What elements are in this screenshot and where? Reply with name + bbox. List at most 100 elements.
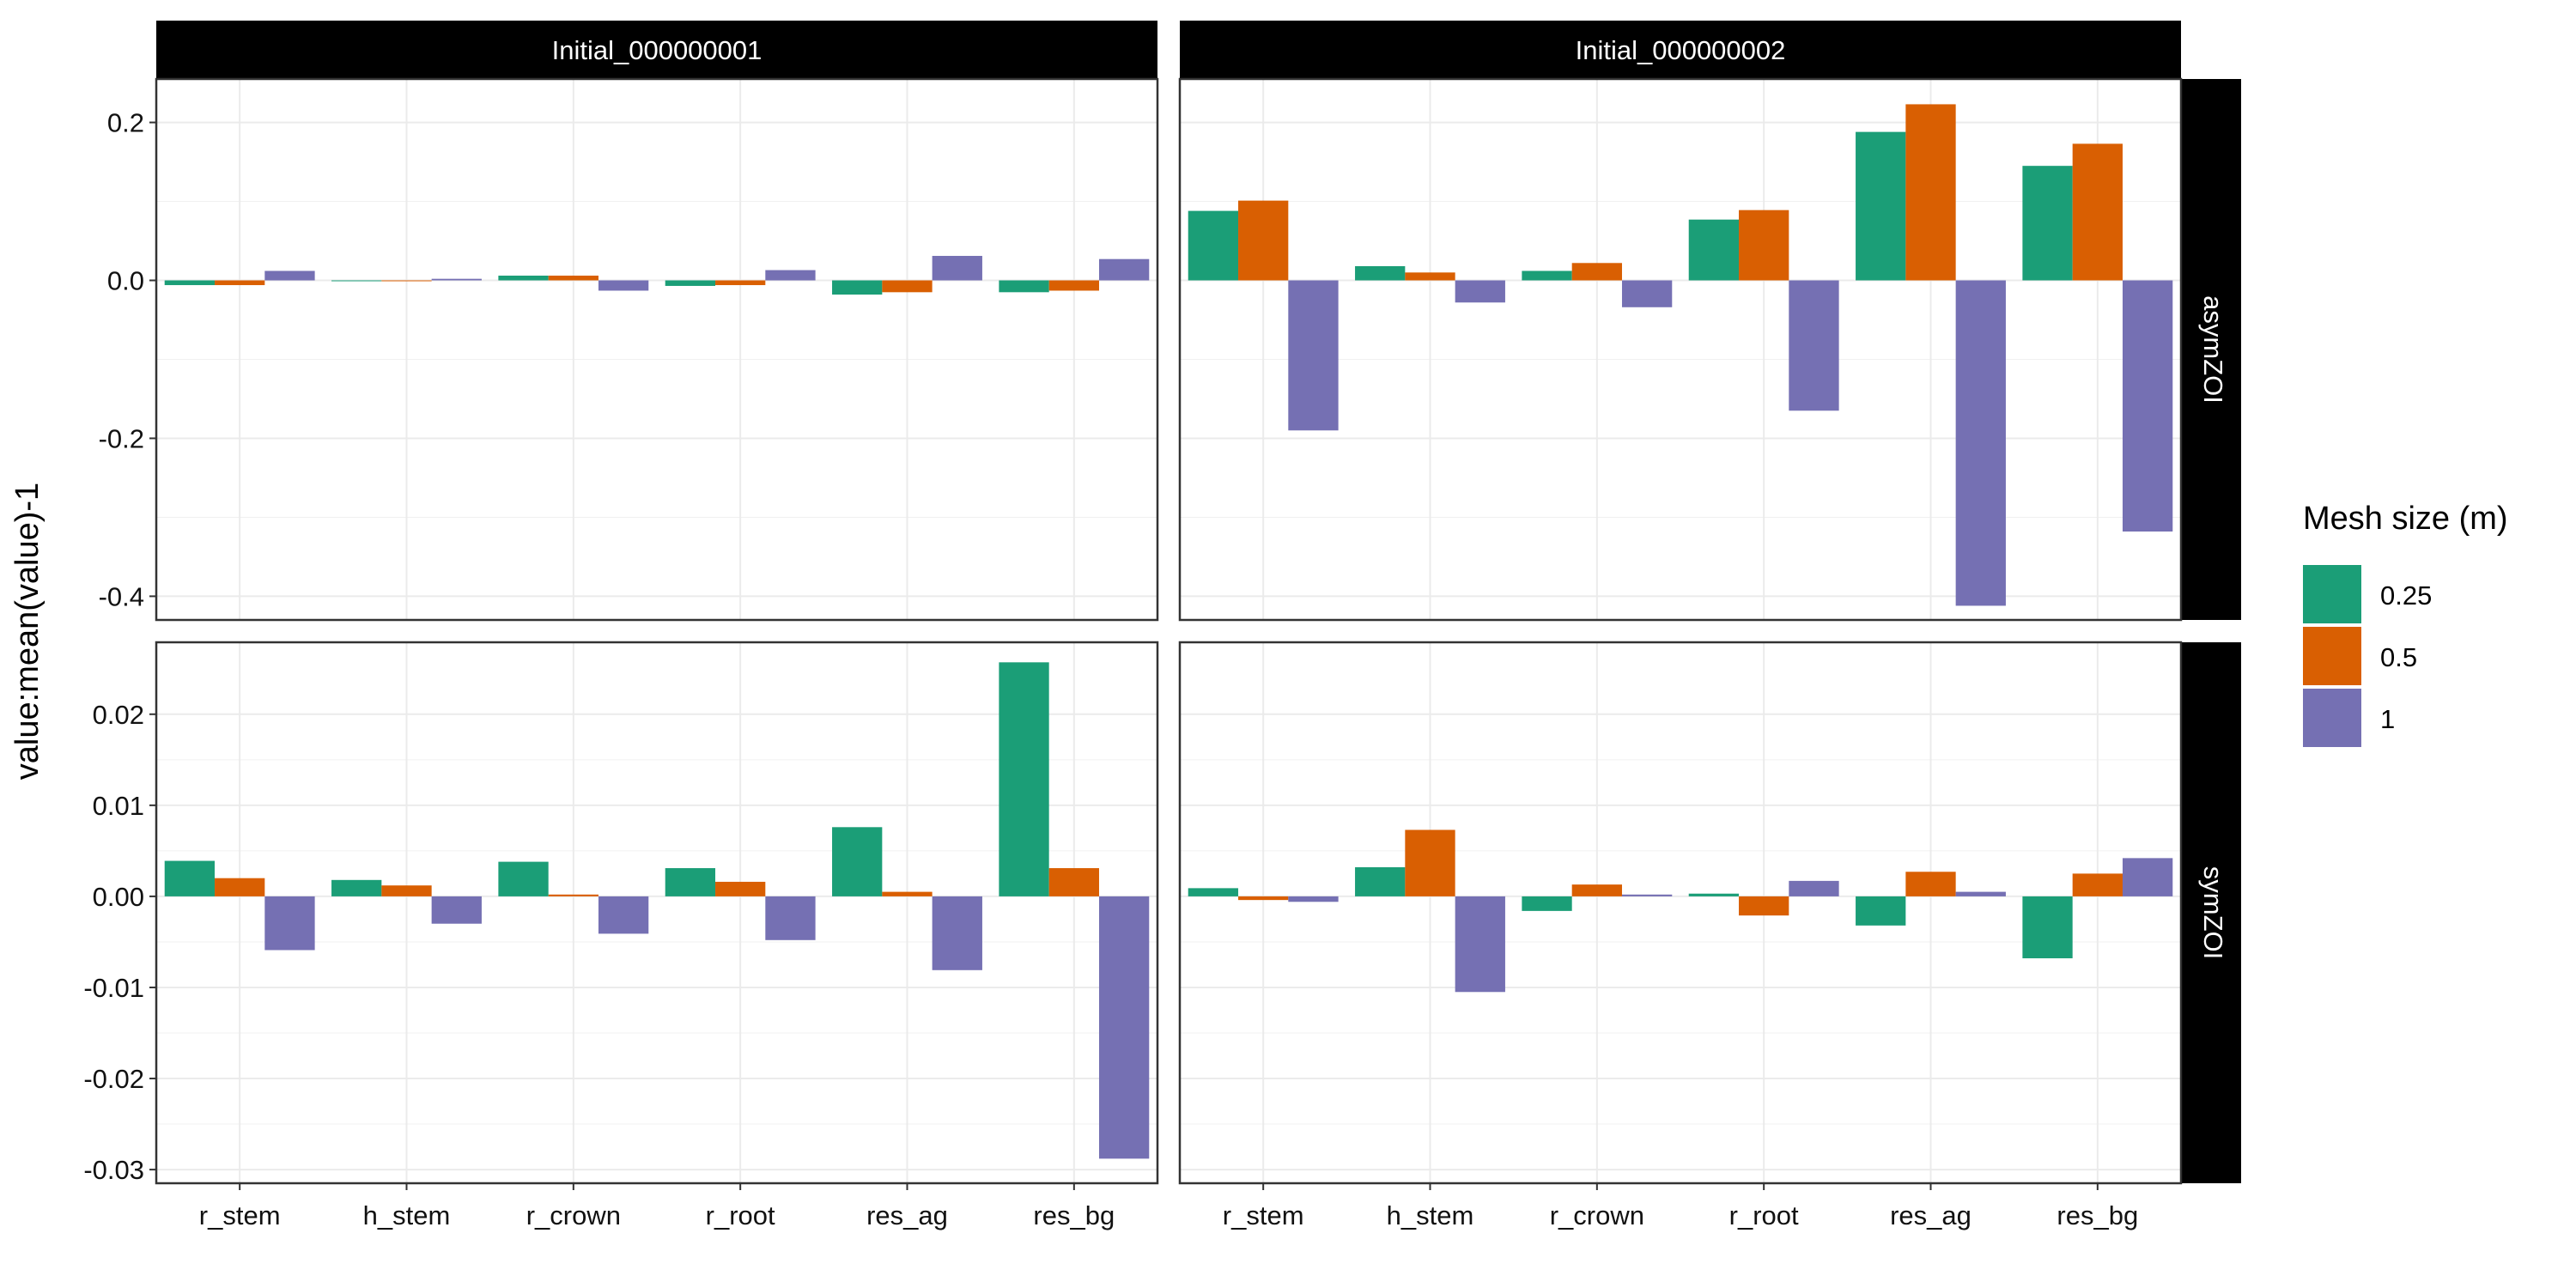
bar-asymZOI-Initial_000000001-r_crown-1 <box>598 280 649 291</box>
legend-label-0.25: 0.25 <box>2380 580 2432 611</box>
bar-symZOI-Initial_000000002-r_root-0.5 <box>1739 896 1789 916</box>
bar-asymZOI-Initial_000000002-res_bg-0.5 <box>2072 143 2123 281</box>
bar-asymZOI-Initial_000000002-r_crown-0.25 <box>1522 270 1572 281</box>
legend-label-1: 1 <box>2380 704 2395 734</box>
bar-asymZOI-Initial_000000002-h_stem-1 <box>1455 280 1505 303</box>
bar-symZOI-Initial_000000001-res_ag-1 <box>932 896 982 970</box>
bar-asymZOI-Initial_000000002-res_bg-0.25 <box>2022 166 2073 281</box>
bar-symZOI-Initial_000000001-r_stem-1 <box>264 896 315 951</box>
bar-symZOI-Initial_000000001-res_bg-1 <box>1098 896 1150 1159</box>
bar-asymZOI-Initial_000000001-r_stem-0.25 <box>164 280 216 286</box>
y-tick-label: 0.2 <box>107 108 144 138</box>
bar-asymZOI-Initial_000000002-r_root-0.25 <box>1688 219 1740 281</box>
bar-symZOI-Initial_000000001-h_stem-1 <box>431 896 482 924</box>
bar-symZOI-Initial_000000002-h_stem-0.25 <box>1355 866 1406 896</box>
y-tick-label: 0.02 <box>93 700 144 730</box>
bar-symZOI-Initial_000000002-r_root-0.25 <box>1688 893 1740 896</box>
bar-asymZOI-Initial_000000002-r_crown-0.5 <box>1571 263 1622 281</box>
bar-asymZOI-Initial_000000001-res_bg-0.25 <box>999 280 1049 293</box>
legend-label-0.5: 0.5 <box>2380 642 2417 672</box>
x-tick-label: h_stem <box>1387 1200 1474 1230</box>
bar-asymZOI-Initial_000000001-res_ag-0.5 <box>882 280 933 293</box>
bar-symZOI-Initial_000000001-r_crown-0.5 <box>548 894 598 896</box>
y-tick-label: -0.02 <box>83 1064 144 1094</box>
bar-symZOI-Initial_000000002-res_bg-1 <box>2122 858 2173 896</box>
bar-symZOI-Initial_000000002-h_stem-1 <box>1455 896 1505 993</box>
bar-asymZOI-Initial_000000001-r_crown-0.25 <box>498 276 549 281</box>
legend-title: Mesh size (m) <box>2303 501 2508 537</box>
bar-symZOI-Initial_000000001-r_stem-0.25 <box>164 860 216 896</box>
bar-asymZOI-Initial_000000001-res_ag-1 <box>932 256 982 281</box>
bar-symZOI-Initial_000000002-res_ag-0.5 <box>1905 872 1956 896</box>
bar-symZOI-Initial_000000002-r_stem-0.5 <box>1238 896 1289 901</box>
bar-symZOI-Initial_000000001-res_bg-0.25 <box>999 662 1049 896</box>
x-tick-label: r_crown <box>526 1200 621 1230</box>
bar-asymZOI-Initial_000000001-r_stem-1 <box>264 270 315 281</box>
bar-symZOI-Initial_000000002-h_stem-0.5 <box>1405 829 1455 896</box>
x-tick-label: h_stem <box>363 1200 451 1230</box>
bar-symZOI-Initial_000000002-r_root-1 <box>1789 880 1839 896</box>
x-tick-label: r_root <box>1729 1200 1799 1230</box>
x-tick-label: res_bg <box>2057 1200 2138 1230</box>
y-tick-label: 0.0 <box>107 266 144 296</box>
bar-symZOI-Initial_000000002-r_crown-0.25 <box>1522 896 1572 911</box>
x-tick-label: r_stem <box>199 1200 281 1230</box>
row-strip-2 <box>2181 642 2241 1183</box>
bar-asymZOI-Initial_000000002-h_stem-0.5 <box>1405 272 1455 281</box>
legend-key-0.25 <box>2303 565 2361 623</box>
x-tick-label: res_ag <box>1890 1200 1971 1230</box>
bar-asymZOI-Initial_000000001-res_bg-1 <box>1098 258 1150 281</box>
row-strip-label-2: symZOI <box>2198 866 2228 960</box>
bar-symZOI-Initial_000000001-r_stem-0.5 <box>215 878 265 896</box>
bar-symZOI-Initial_000000001-r_root-0.5 <box>715 881 766 896</box>
panel-background <box>1180 642 2181 1183</box>
panel-background <box>156 642 1157 1183</box>
column-strip-label-1: Initial_000000001 <box>552 35 762 65</box>
x-tick-label: r_crown <box>1550 1200 1644 1230</box>
row-strip-label-1: asymZOI <box>2198 295 2228 404</box>
bar-asymZOI-Initial_000000001-h_stem-0.5 <box>381 280 432 282</box>
column-strip-1 <box>156 21 1157 79</box>
y-tick-label: -0.03 <box>83 1155 144 1185</box>
bar-asymZOI-Initial_000000002-res_bg-1 <box>2122 280 2173 532</box>
bar-symZOI-Initial_000000001-r_crown-0.25 <box>498 861 549 896</box>
bar-asymZOI-Initial_000000002-r_root-0.5 <box>1739 210 1789 281</box>
bar-symZOI-Initial_000000001-res_bg-0.5 <box>1048 868 1099 896</box>
bar-symZOI-Initial_000000002-r_stem-1 <box>1288 896 1339 902</box>
y-tick-label: 0.00 <box>93 882 144 912</box>
bar-asymZOI-Initial_000000001-r_stem-0.5 <box>215 280 265 286</box>
bar-asymZOI-Initial_000000002-r_stem-0.5 <box>1238 200 1289 281</box>
bar-asymZOI-Initial_000000001-h_stem-0.25 <box>331 280 382 282</box>
bar-symZOI-Initial_000000001-r_crown-1 <box>598 896 649 934</box>
y-axis-title: value:mean(value)-1 <box>9 483 46 780</box>
y-tick-label: -0.4 <box>99 581 144 611</box>
bar-asymZOI-Initial_000000002-res_ag-1 <box>1955 280 2006 606</box>
bar-asymZOI-Initial_000000001-r_root-1 <box>765 270 816 281</box>
y-tick-label: -0.01 <box>83 973 144 1003</box>
row-strip-1 <box>2181 79 2241 620</box>
bar-symZOI-Initial_000000001-h_stem-0.5 <box>381 885 432 896</box>
x-tick-label: r_root <box>706 1200 775 1230</box>
bar-asymZOI-Initial_000000001-r_root-0.25 <box>665 280 716 286</box>
bar-symZOI-Initial_000000002-res_ag-1 <box>1955 891 2006 896</box>
panel-border <box>1178 641 2183 1185</box>
bar-symZOI-Initial_000000002-res_ag-0.25 <box>1856 896 1906 926</box>
column-strip-label-2: Initial_000000002 <box>1576 35 1786 65</box>
column-strip-2 <box>1180 21 2181 79</box>
bar-symZOI-Initial_000000002-r_crown-1 <box>1621 894 1673 896</box>
bar-symZOI-Initial_000000002-r_stem-0.25 <box>1188 888 1239 896</box>
bar-asymZOI-Initial_000000002-r_crown-1 <box>1621 280 1673 307</box>
panel-background <box>1180 79 2181 620</box>
bar-asymZOI-Initial_000000001-r_root-0.5 <box>715 280 766 286</box>
bar-symZOI-Initial_000000002-res_bg-0.25 <box>2022 896 2073 959</box>
bar-symZOI-Initial_000000001-h_stem-0.25 <box>331 879 382 896</box>
bar-asymZOI-Initial_000000001-res_ag-0.25 <box>832 280 883 295</box>
y-tick-label: 0.01 <box>93 791 144 821</box>
panel-border <box>155 77 1159 622</box>
bar-symZOI-Initial_000000002-r_crown-0.5 <box>1571 884 1622 896</box>
bar-asymZOI-Initial_000000001-res_bg-0.5 <box>1048 280 1099 291</box>
panel-border <box>1178 77 2183 622</box>
bar-asymZOI-Initial_000000002-h_stem-0.25 <box>1355 265 1406 281</box>
